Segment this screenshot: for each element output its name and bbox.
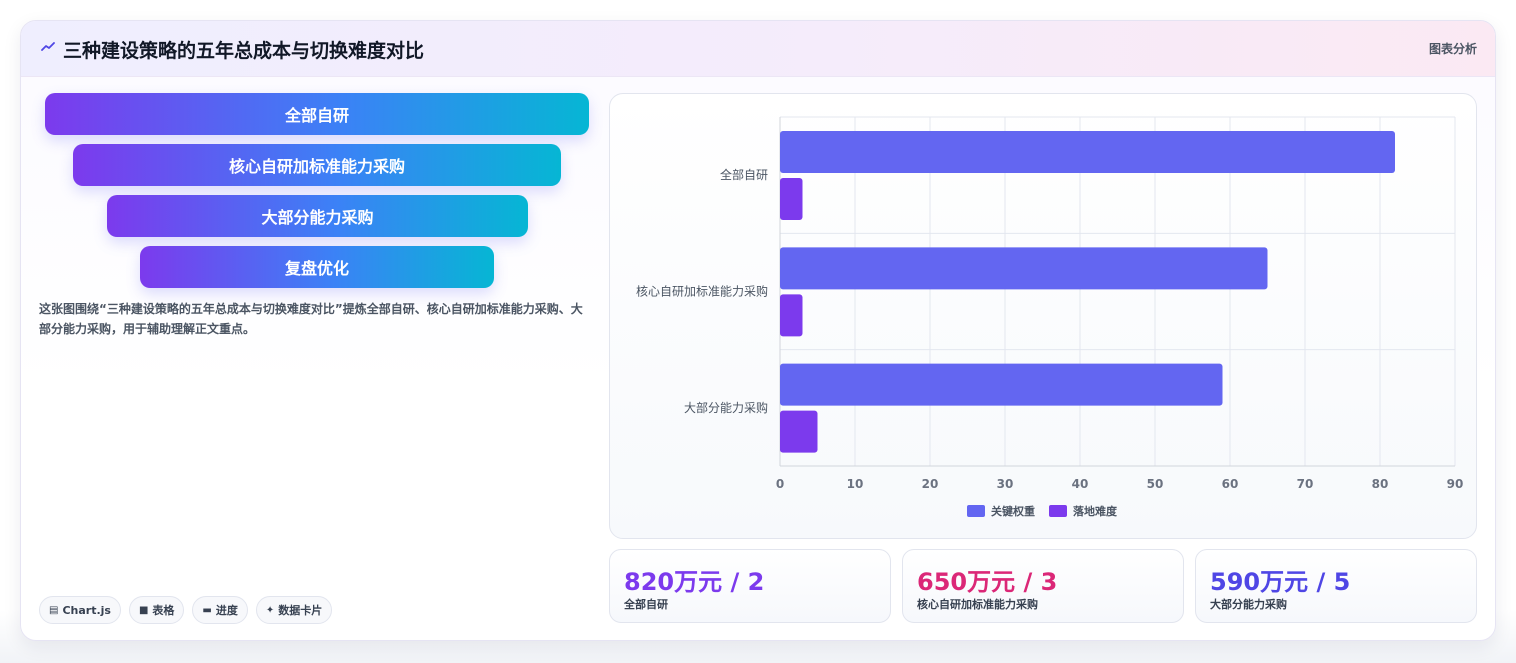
progress-icon: ▬	[202, 604, 212, 616]
stat-value: 590万元 / 5	[1210, 568, 1351, 596]
y-category-label: 大部分能力采购	[684, 400, 768, 415]
x-tick-label: 20	[922, 477, 939, 491]
stat-card-3: 590万元 / 5 大部分能力采购	[1195, 549, 1477, 623]
x-tick-label: 70	[1297, 477, 1314, 491]
stat-card-2: 650万元 / 3 核心自研加标准能力采购	[902, 549, 1184, 623]
stat-value: 650万元 / 3	[917, 568, 1058, 596]
funnel-step-3: 大部分能力采购	[107, 195, 528, 237]
x-tick-label: 0	[776, 477, 784, 491]
funnel-step-4: 复盘优化	[140, 246, 494, 288]
trend-line-icon	[41, 40, 55, 58]
chart-panel: 0 10 20 30 40 50 60 70 80 90 全部自研核心自研加标准能力采购大部分能力采…	[609, 93, 1477, 539]
chart-icon: ▤	[49, 604, 59, 616]
legend-label: 落地难度	[1073, 504, 1118, 518]
tag-progress[interactable]: ▬ 进度	[192, 596, 248, 624]
stat-card-1: 820万元 / 2 全部自研	[609, 549, 891, 623]
legend-swatch	[1049, 505, 1067, 517]
bar-chart: 0 10 20 30 40 50 60 70 80 90 全部自研核心自研加标准能力采购大部分能力采…	[636, 116, 1464, 518]
bar-difficulty	[780, 410, 818, 453]
chart-description: 这张图围绕“三种建设策略的五年总成本与切换难度对比”提炼全部自研、核心自研加标准…	[39, 302, 583, 336]
bar-weight	[780, 247, 1268, 290]
table-icon: ■	[138, 604, 149, 616]
page-title: 三种建设策略的五年总成本与切换难度对比	[63, 40, 425, 62]
tag-table[interactable]: ■ 表格	[128, 596, 185, 624]
analysis-card: 三种建设策略的五年总成本与切换难度对比 图表分析 全部自研 核心自研加标准能力采…	[20, 20, 1496, 641]
tag-label: 数据卡片	[278, 604, 323, 617]
y-category-label: 全部自研	[720, 167, 768, 182]
x-tick-label: 60	[1222, 477, 1239, 491]
funnel-step-2: 核心自研加标准能力采购	[73, 144, 561, 186]
y-category-label: 核心自研加标准能力采购	[636, 284, 768, 299]
feature-tags: ▤ Chart.js ■ 表格 ▬ 进度 ✦ 数据卡片	[39, 596, 333, 624]
x-tick-label: 10	[847, 477, 864, 491]
card-header: 三种建设策略的五年总成本与切换难度对比 图表分析	[21, 21, 1495, 77]
tag-data-card[interactable]: ✦ 数据卡片	[255, 596, 333, 624]
x-tick-label: 50	[1147, 477, 1164, 491]
bar-weight	[780, 131, 1395, 173]
tag-label: Chart.js	[62, 603, 111, 617]
stat-label: 大部分能力采购	[1210, 598, 1287, 611]
bar-weight	[780, 363, 1223, 406]
funnel-step-1: 全部自研	[45, 93, 589, 135]
tag-chartjs[interactable]: ▤ Chart.js	[39, 596, 121, 624]
tag-label: 进度	[215, 604, 238, 617]
x-tick-label: 80	[1372, 477, 1389, 491]
stat-label: 全部自研	[624, 598, 668, 611]
x-tick-label: 90	[1447, 477, 1464, 491]
chart-analysis-label: 图表分析	[1428, 42, 1477, 56]
x-tick-label: 40	[1072, 477, 1089, 491]
tag-label: 表格	[152, 604, 175, 617]
x-tick-label: 30	[997, 477, 1014, 491]
bar-difficulty	[780, 178, 803, 220]
legend-swatch	[967, 505, 985, 517]
legend-label: 关键权重	[991, 504, 1035, 518]
bar-difficulty	[780, 294, 803, 337]
sparkle-icon: ✦	[265, 604, 275, 616]
stat-value: 820万元 / 2	[624, 568, 765, 596]
stat-label: 核心自研加标准能力采购	[917, 598, 1038, 611]
